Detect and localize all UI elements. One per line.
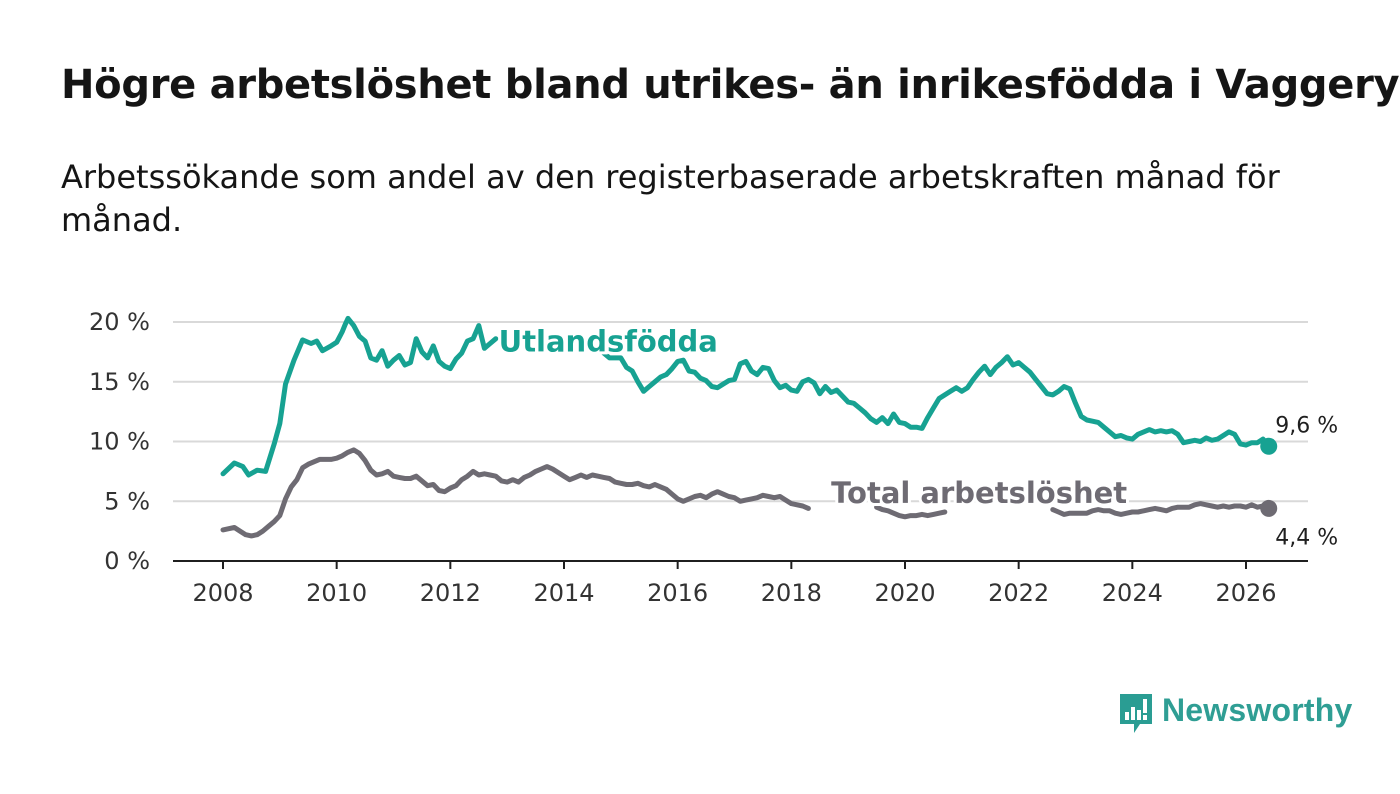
- chart-title: Högre arbetslöshet bland utrikes- än inr…: [61, 62, 1400, 108]
- y-axis-ticks: 0 % 5 % 10 % 15 % 20 %: [89, 308, 150, 575]
- series-line-total-arbetsl-shet: [874, 504, 948, 520]
- series-lines: 9,6 % 4,4 %: [220, 315, 1341, 553]
- x-tick-label: 2008: [192, 579, 253, 607]
- end-point-total-arbetsl-shet: [1260, 499, 1278, 517]
- series-labels: Utlandsfödda Total arbetslöshet: [496, 321, 1131, 513]
- x-tick-label: 2012: [420, 579, 481, 607]
- newsworthy-logo-icon: [1120, 694, 1152, 733]
- end-value-label: 4,4 %: [1275, 525, 1338, 550]
- series-label: Total arbetslöshet: [831, 476, 1127, 510]
- grid-lines: [173, 321, 1308, 503]
- newsworthy-brand: Newsworthy: [1118, 690, 1352, 736]
- x-tick-label: 2010: [306, 579, 367, 607]
- x-tick-label: 2026: [1215, 579, 1276, 607]
- x-tick-label: 2016: [647, 579, 708, 607]
- series-line-utlandsf-dda: [601, 350, 1272, 449]
- x-tick-label: 2014: [533, 579, 594, 607]
- y-tick-label: 5 %: [104, 487, 150, 515]
- series-line-utlandsf-dda: [220, 315, 499, 478]
- brand-name: Newsworthy: [1162, 692, 1353, 728]
- end-point-utlandsf-dda: [1260, 437, 1278, 455]
- series-line-total-arbetsl-shet: [220, 447, 811, 539]
- y-tick-label: 10 %: [89, 428, 150, 456]
- y-tick-label: 15 %: [89, 368, 150, 396]
- x-tick-label: 2018: [761, 579, 822, 607]
- y-tick-label: 0 %: [104, 547, 150, 575]
- x-axis: 2008 2010 2012 2014 2016 2018 2020 2022 2024 2026: [173, 560, 1308, 607]
- end-value-label: 9,6 %: [1275, 413, 1338, 438]
- x-tick-label: 2022: [988, 579, 1049, 607]
- chart-subtitle: Arbetssökande som andel av den registerb…: [61, 158, 1280, 239]
- x-tick-label: 2020: [874, 579, 935, 607]
- series-line-total-arbetsl-shet: [1050, 501, 1272, 517]
- series-label: Utlandsfödda: [499, 324, 718, 358]
- y-tick-label: 20 %: [89, 308, 150, 336]
- x-tick-label: 2024: [1102, 579, 1163, 607]
